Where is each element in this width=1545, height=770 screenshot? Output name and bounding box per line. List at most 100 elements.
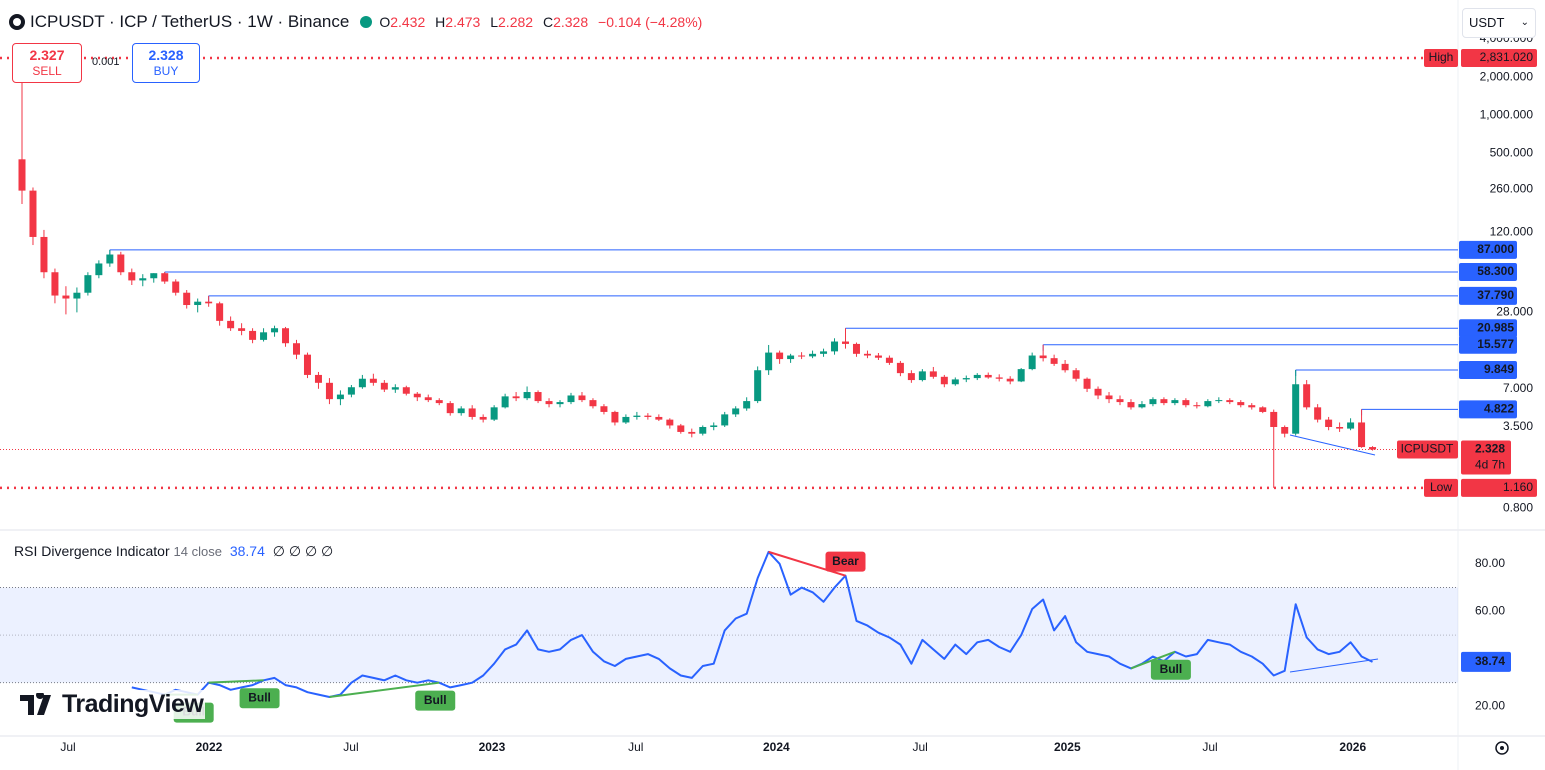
currency-dropdown[interactable]: USDT ⌄	[1462, 8, 1536, 38]
x-tick-label: 2024	[763, 740, 790, 754]
candle-body	[468, 408, 476, 417]
low-value: 1.160	[1503, 480, 1533, 494]
buy-button[interactable]: 2.328 BUY	[132, 43, 200, 83]
candle-body	[512, 396, 520, 399]
candle-body	[457, 408, 465, 414]
candle-body	[1182, 400, 1190, 406]
candle-body	[995, 377, 1003, 379]
buy-label: BUY	[153, 64, 179, 78]
candle-body	[732, 408, 740, 415]
candle-body	[435, 400, 443, 404]
branding-logo: TradingView	[18, 690, 206, 719]
candle-body	[18, 159, 26, 191]
candle-body	[479, 416, 487, 420]
candle-body	[293, 343, 300, 355]
divergence-label: Bull	[248, 690, 271, 704]
ohlc-legend: O2.432 H2.473 L2.282 C2.328 −0.104 (−4.2…	[379, 14, 702, 30]
candle-body	[1270, 411, 1278, 427]
candle-body	[863, 353, 871, 356]
level-label: 58.300	[1477, 264, 1514, 278]
y-tick-label: 260.000	[1490, 182, 1534, 196]
candle-body	[677, 425, 685, 432]
level-label: 15.577	[1477, 337, 1514, 351]
symbol-header: ICPUSDT · ICP / TetherUS · 1W · Binance …	[8, 10, 702, 34]
rsi-tick-label: 60.00	[1475, 604, 1505, 618]
candle-body	[347, 387, 355, 395]
change-pct: (−4.28%)	[645, 14, 703, 30]
candle-body	[699, 426, 707, 434]
low-name: Low	[1430, 480, 1452, 494]
divergence-line	[208, 679, 264, 684]
candle-body	[1149, 399, 1157, 405]
rsi-trendline	[1289, 658, 1379, 673]
candle-body	[249, 330, 257, 340]
candle-body	[117, 254, 125, 273]
sell-button[interactable]: 2.327 SELL	[12, 43, 82, 83]
level-label: 4.822	[1484, 402, 1514, 416]
level-label: 20.985	[1477, 320, 1514, 334]
candle-body	[1171, 400, 1179, 404]
candle-body	[369, 378, 377, 383]
candle-body	[271, 328, 279, 333]
candle-body	[1281, 426, 1289, 434]
candle-body	[62, 295, 70, 299]
level-label-box	[1459, 319, 1517, 338]
logo-mark	[20, 692, 51, 715]
candle-body	[885, 357, 893, 363]
candle-body	[1248, 405, 1256, 408]
candle-body	[139, 278, 147, 281]
candle-body	[336, 394, 344, 400]
candle-body	[962, 378, 970, 380]
last-name-box	[1397, 440, 1458, 459]
candle-body	[40, 236, 48, 273]
x-tick-label: Jul	[628, 740, 643, 754]
y-tick-label: 0.800	[1503, 501, 1533, 515]
candle-body	[1105, 395, 1113, 400]
x-tick-label: Jul	[912, 740, 927, 754]
candle-body	[655, 416, 663, 420]
candle-body	[1369, 447, 1377, 450]
candle-body	[666, 419, 674, 426]
divergence-label: Bull	[1160, 662, 1183, 676]
gear-center	[1500, 746, 1504, 750]
candle-body	[1116, 399, 1124, 403]
settings-button[interactable]	[1495, 741, 1509, 755]
candle-body	[358, 378, 366, 388]
candle-body	[567, 395, 575, 403]
candle-body	[424, 397, 432, 401]
candle-body	[413, 393, 421, 398]
candle-body	[402, 387, 410, 394]
candle-body	[951, 379, 959, 385]
high-value-box	[1461, 48, 1537, 67]
candle-body	[1358, 422, 1366, 448]
o-label: O	[379, 14, 391, 30]
level-label: 9.849	[1484, 362, 1514, 376]
logo-text: TradingView	[62, 690, 204, 718]
spread: 0.001	[92, 56, 120, 68]
candle-body	[51, 272, 59, 296]
divergence-label-box	[239, 688, 280, 709]
status-dot	[360, 16, 373, 28]
candle-body	[852, 343, 860, 354]
candle-body	[282, 328, 290, 344]
candle-body	[1259, 407, 1267, 412]
divergence-label-box	[415, 690, 456, 711]
symbol-icon	[9, 14, 25, 30]
last-value-box	[1461, 440, 1511, 475]
last-value: 2.328	[1475, 442, 1505, 456]
high-name-box	[1424, 48, 1458, 67]
candle-body	[1204, 401, 1212, 407]
level-label-box	[1459, 240, 1517, 259]
candle-body	[611, 411, 619, 423]
candle-body	[633, 415, 641, 417]
candle-body	[183, 292, 191, 306]
candle-body	[1215, 400, 1223, 402]
candle-body	[940, 376, 948, 385]
x-tick-label: 2025	[1054, 740, 1081, 754]
candle-body	[765, 352, 773, 371]
x-tick-label: Jul	[60, 740, 75, 754]
candle-body	[1006, 378, 1014, 382]
candle-body	[446, 403, 454, 414]
divergence-label: Bear	[832, 554, 859, 568]
